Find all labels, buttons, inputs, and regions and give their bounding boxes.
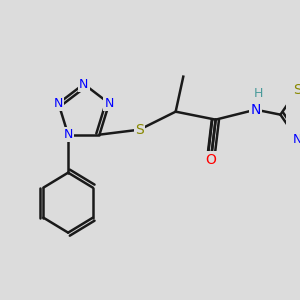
Text: O: O: [206, 153, 216, 167]
Text: N: N: [293, 133, 300, 146]
Text: N: N: [79, 77, 88, 91]
Text: H: H: [254, 87, 263, 100]
Text: N: N: [54, 97, 63, 110]
Text: S: S: [135, 123, 144, 137]
Text: N: N: [104, 97, 114, 110]
Text: N: N: [63, 128, 73, 141]
Text: S: S: [293, 83, 300, 97]
Text: N: N: [250, 103, 261, 117]
